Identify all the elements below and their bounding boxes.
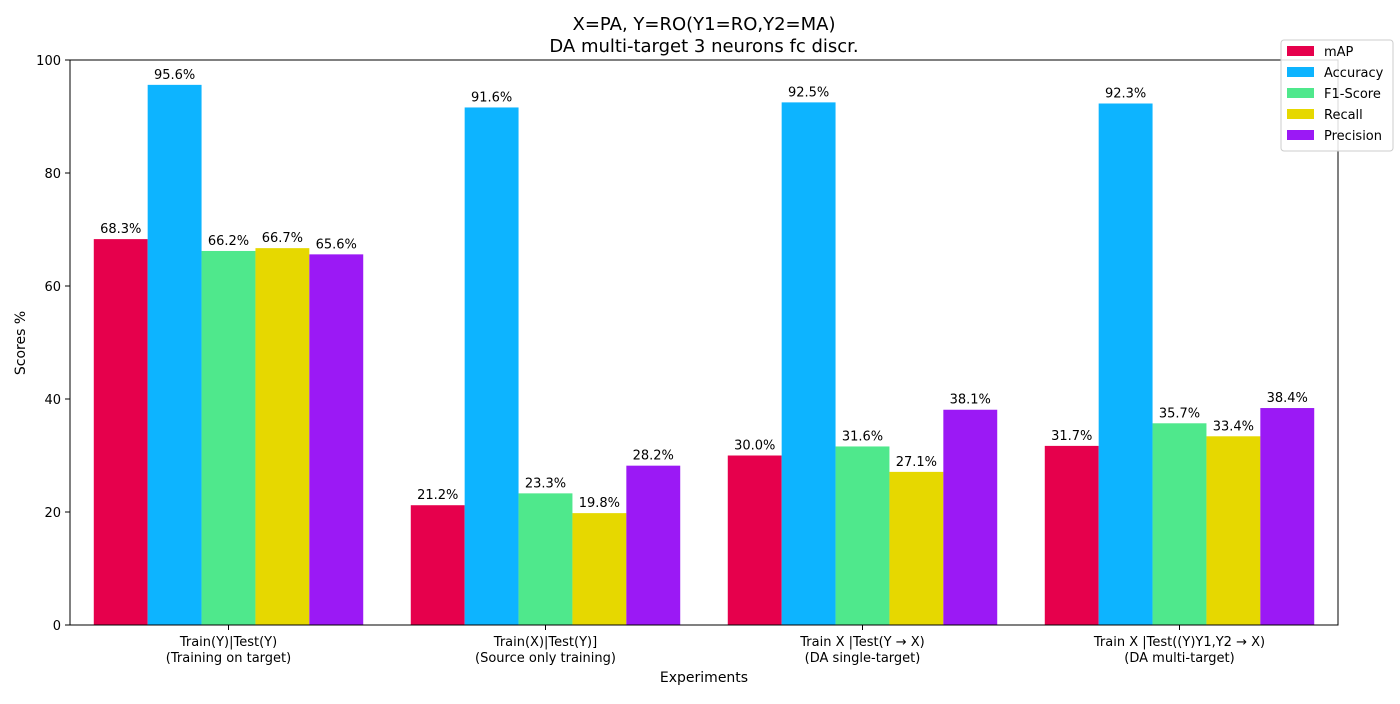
y-tick-label: 80 bbox=[44, 167, 61, 182]
data-label: 38.1% bbox=[950, 393, 991, 408]
y-tick-label: 0 bbox=[53, 619, 61, 634]
bar bbox=[626, 465, 681, 625]
data-label: 21.2% bbox=[417, 488, 458, 503]
data-label: 68.3% bbox=[100, 222, 141, 237]
legend-label: Accuracy bbox=[1324, 66, 1384, 81]
bar bbox=[1098, 103, 1153, 625]
legend-label: Precision bbox=[1324, 129, 1382, 144]
data-label: 66.2% bbox=[208, 234, 249, 249]
y-tick-label: 20 bbox=[44, 506, 61, 521]
bar bbox=[572, 513, 627, 625]
bar bbox=[410, 505, 465, 625]
legend-label: mAP bbox=[1324, 45, 1354, 60]
bar bbox=[309, 254, 364, 626]
plot-area: 68.3% 21.2% 30.0% 31.7% 95.6% 91.6% 92.5% 92.3%… bbox=[36, 54, 1339, 666]
bar bbox=[1206, 436, 1261, 625]
y-tick-label: 60 bbox=[44, 280, 61, 295]
data-label: 91.6% bbox=[471, 90, 512, 105]
bar bbox=[255, 248, 310, 625]
bar bbox=[1152, 423, 1207, 625]
legend-label: F1-Score bbox=[1324, 87, 1381, 102]
legend: mAP Accuracy F1-Score Recall Precision bbox=[1280, 39, 1394, 152]
y-tick-label: 100 bbox=[36, 54, 61, 69]
x-tick-label: Train X |Test(Y → X) (DA single-target) bbox=[799, 635, 925, 666]
chart-subtitle: DA multi-target 3 neurons fc discr. bbox=[549, 36, 858, 57]
data-label: 38.4% bbox=[1267, 391, 1308, 406]
bar bbox=[889, 471, 944, 625]
data-label: 95.6% bbox=[154, 68, 195, 83]
bar bbox=[147, 84, 202, 626]
data-label: 66.7% bbox=[262, 231, 303, 246]
bar bbox=[518, 493, 573, 625]
data-label: 65.6% bbox=[316, 237, 357, 252]
bar bbox=[1260, 408, 1315, 625]
data-label: 92.5% bbox=[788, 85, 829, 100]
x-tick-label: Train(X)|Test(Y)] (Source only training) bbox=[475, 635, 616, 666]
data-label: 92.3% bbox=[1105, 87, 1146, 102]
x-tick-label: Train X |Test((Y)Y1,Y2 → X) (DA multi-tar… bbox=[1093, 635, 1265, 666]
data-label: 31.6% bbox=[842, 429, 883, 444]
chart-title: X=PA, Y=RO(Y1=RO,Y2=MA) bbox=[573, 14, 836, 35]
data-label: 31.7% bbox=[1051, 429, 1092, 444]
data-label: 27.1% bbox=[896, 455, 937, 470]
y-axis-label: Scores % bbox=[13, 311, 29, 375]
data-label: 19.8% bbox=[579, 496, 620, 511]
x-axis-label: Experiments bbox=[660, 670, 748, 686]
data-label: 33.4% bbox=[1213, 419, 1254, 434]
bar bbox=[835, 446, 890, 625]
y-tick-label: 40 bbox=[44, 393, 61, 408]
bar bbox=[201, 250, 256, 625]
plot-frame bbox=[69, 59, 1339, 626]
bar bbox=[781, 102, 836, 626]
bar bbox=[93, 239, 148, 626]
bar bbox=[464, 107, 519, 625]
data-label: 30.0% bbox=[734, 439, 775, 454]
legend-swatch bbox=[1287, 67, 1314, 77]
legend-swatch bbox=[1287, 46, 1314, 56]
data-label: 35.7% bbox=[1159, 406, 1200, 421]
data-label: 23.3% bbox=[525, 476, 566, 491]
legend-swatch bbox=[1287, 109, 1314, 119]
data-label: 28.2% bbox=[633, 449, 674, 464]
bar bbox=[727, 455, 782, 625]
legend-swatch bbox=[1287, 88, 1314, 98]
x-tick-label: Train(Y)|Test(Y) (Training on target) bbox=[166, 635, 291, 666]
legend-swatch bbox=[1287, 130, 1314, 140]
bar bbox=[1044, 445, 1099, 625]
bar bbox=[943, 409, 998, 625]
legend-label: Recall bbox=[1324, 108, 1363, 123]
